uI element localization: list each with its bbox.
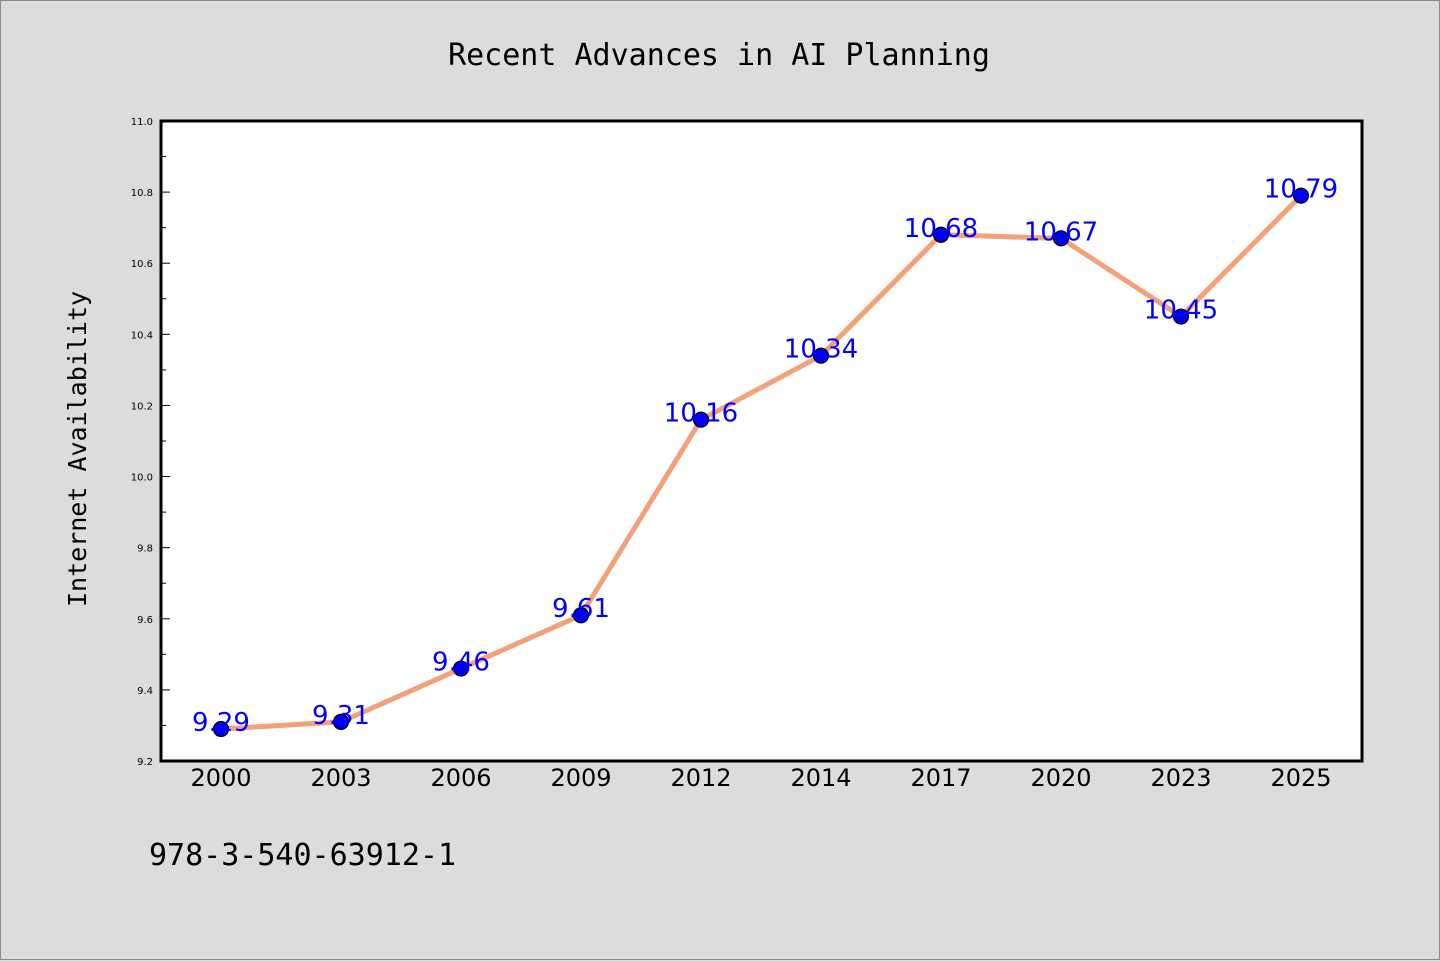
- data-label: 10.34: [784, 335, 858, 365]
- data-label: 10.45: [1144, 296, 1218, 326]
- data-label: 9.46: [432, 648, 490, 678]
- data-label: 9.29: [192, 708, 250, 738]
- data-point: [332, 713, 350, 730]
- plot-area: [159, 119, 1364, 763]
- x-tick-label: 2020: [1030, 764, 1091, 792]
- x-tick-label: 2012: [670, 764, 731, 792]
- isbn-footer: 978-3-540-63912-1: [149, 838, 456, 873]
- y-tick-label: 10.4: [131, 330, 153, 341]
- y-tick-label: 10.0: [131, 473, 153, 484]
- x-tick-label: 2017: [910, 764, 971, 792]
- data-point: [692, 411, 710, 428]
- data-label: 9.61: [552, 594, 610, 624]
- y-axis-label: Internet Availability: [63, 291, 92, 607]
- x-tick-label: 2025: [1270, 764, 1331, 792]
- data-point: [1052, 230, 1070, 247]
- x-tick-label: 2009: [550, 764, 611, 792]
- data-label: 9.31: [312, 701, 370, 731]
- x-tick-label: 2003: [310, 764, 371, 792]
- y-tick-label: 10.6: [131, 259, 153, 270]
- y-tick-label: 9.2: [137, 757, 153, 768]
- data-label: 10.79: [1264, 175, 1338, 205]
- data-labels: 9.29 9.31 9.46 9.61 10.16 10.34 10.68 10.67 10.4…: [192, 175, 1338, 738]
- chart-title: Recent Advances in AI Planning: [448, 38, 990, 73]
- data-point: [212, 720, 230, 738]
- x-tick-label: 2000: [190, 764, 251, 792]
- data-point: [452, 660, 470, 677]
- data-point: [572, 607, 590, 624]
- data-label: 10.67: [1024, 217, 1098, 247]
- data-point: [1292, 187, 1310, 204]
- y-axis: 9.2 9.4 9.6 9.8 10.0 10.2 10.4 10.6 10.8 11.0: [131, 117, 170, 768]
- data-label: 10.68: [904, 214, 978, 244]
- x-axis: 2000 2003 2006 2009 2012 2014 2017 2020 2023 2025: [190, 764, 1331, 792]
- data-point: [812, 347, 830, 364]
- data-series: [212, 187, 1310, 738]
- y-tick-label: 10.8: [131, 188, 153, 199]
- data-label: 10.16: [664, 399, 738, 429]
- y-tick-label: 9.6: [137, 615, 153, 626]
- x-tick-label: 2006: [430, 764, 491, 792]
- x-tick-label: 2014: [790, 764, 851, 792]
- data-point: [1172, 308, 1190, 325]
- data-point: [932, 226, 950, 243]
- y-tick-label: 11.0: [131, 117, 153, 128]
- y-tick-label: 9.8: [137, 544, 153, 555]
- y-tick-label: 9.4: [137, 686, 153, 697]
- series-line: [218, 193, 1304, 732]
- y-tick-label: 10.2: [131, 401, 153, 412]
- x-tick-label: 2023: [1150, 764, 1211, 792]
